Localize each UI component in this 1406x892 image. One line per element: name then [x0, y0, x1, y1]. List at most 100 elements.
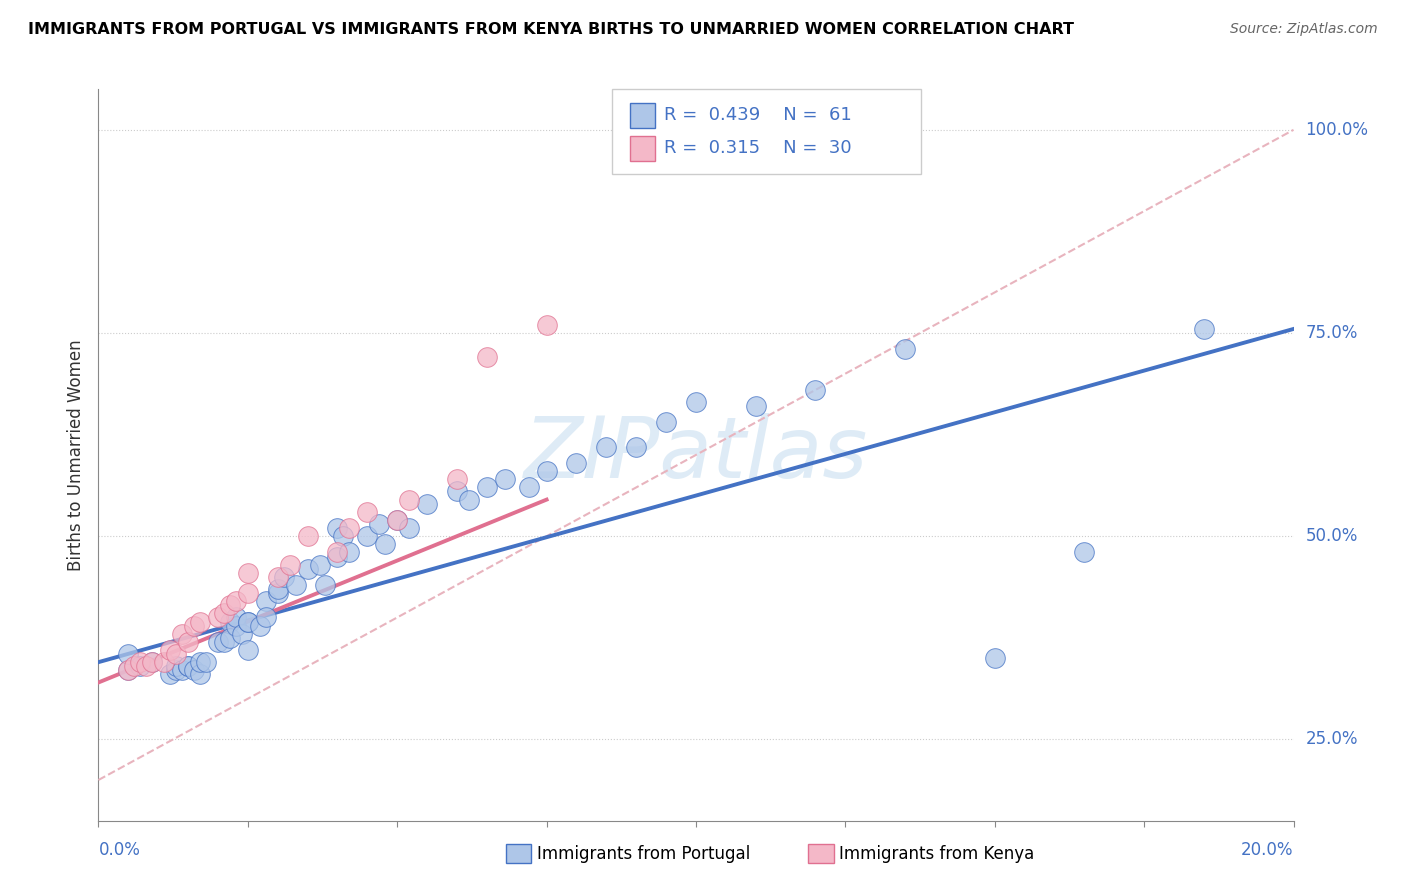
Point	[416, 497, 439, 511]
Point	[188, 655, 211, 669]
Text: 100.0%: 100.0%	[1305, 120, 1368, 139]
Point	[236, 615, 259, 629]
Point	[804, 383, 827, 397]
Point	[536, 318, 558, 332]
Point	[308, 558, 330, 572]
Text: 75.0%: 75.0%	[1305, 324, 1358, 342]
Text: R =  0.315    N =  30: R = 0.315 N = 30	[664, 139, 851, 157]
Point	[135, 659, 157, 673]
Point	[339, 545, 360, 559]
Point	[212, 635, 235, 649]
Point	[745, 399, 768, 413]
Y-axis label: Births to Unmarried Women: Births to Unmarried Women	[67, 339, 86, 571]
Text: Immigrants from Portugal: Immigrants from Portugal	[537, 845, 751, 863]
Point	[458, 492, 481, 507]
Point	[494, 472, 516, 486]
Point	[446, 484, 468, 499]
Point	[398, 492, 420, 507]
Point	[368, 516, 391, 531]
Point	[188, 667, 211, 681]
Point	[141, 655, 163, 669]
Point	[297, 562, 319, 576]
Point	[177, 659, 200, 673]
Point	[219, 631, 242, 645]
Point	[153, 655, 176, 669]
Point	[225, 618, 247, 632]
Point	[983, 651, 1005, 665]
Point	[159, 667, 181, 681]
Point	[254, 594, 277, 608]
Point	[236, 615, 259, 629]
Point	[117, 663, 139, 677]
Point	[129, 655, 152, 669]
Point	[225, 594, 247, 608]
Point	[141, 655, 163, 669]
Point	[297, 529, 319, 543]
Text: Immigrants from Kenya: Immigrants from Kenya	[839, 845, 1035, 863]
Point	[236, 643, 259, 657]
Point	[183, 618, 205, 632]
Point	[475, 480, 498, 494]
Point	[655, 416, 678, 430]
Text: Source: ZipAtlas.com: Source: ZipAtlas.com	[1230, 22, 1378, 37]
Point	[231, 626, 253, 640]
Text: R =  0.439    N =  61: R = 0.439 N = 61	[664, 106, 852, 124]
Point	[385, 513, 409, 527]
Text: ZIPatlas: ZIPatlas	[524, 413, 868, 497]
Text: 20.0%: 20.0%	[1241, 841, 1294, 859]
Point	[236, 566, 259, 580]
Point	[165, 659, 187, 673]
Point	[172, 663, 194, 677]
Point	[207, 635, 229, 649]
Point	[339, 521, 360, 535]
Point	[1192, 322, 1215, 336]
Point	[117, 663, 139, 677]
Point	[517, 480, 540, 494]
Point	[254, 610, 277, 624]
Point	[267, 570, 290, 584]
Point	[225, 610, 247, 624]
Point	[165, 647, 187, 661]
Text: 25.0%: 25.0%	[1305, 731, 1358, 748]
Text: 50.0%: 50.0%	[1305, 527, 1358, 545]
Point	[385, 513, 409, 527]
Point	[183, 663, 205, 677]
Point	[267, 582, 290, 596]
Point	[374, 537, 396, 551]
Point	[194, 655, 218, 669]
Point	[159, 643, 181, 657]
Point	[273, 570, 295, 584]
Point	[894, 343, 917, 357]
Point	[326, 545, 349, 559]
Point	[356, 529, 378, 543]
Point	[685, 395, 707, 409]
Point	[207, 610, 229, 624]
Point	[172, 626, 194, 640]
Point	[117, 647, 139, 661]
Point	[236, 586, 259, 600]
Point	[595, 440, 617, 454]
Point	[219, 615, 242, 629]
Text: IMMIGRANTS FROM PORTUGAL VS IMMIGRANTS FROM KENYA BIRTHS TO UNMARRIED WOMEN CORR: IMMIGRANTS FROM PORTUGAL VS IMMIGRANTS F…	[28, 22, 1074, 37]
Point	[565, 456, 588, 470]
Point	[165, 663, 187, 677]
Point	[332, 529, 354, 543]
Point	[1073, 545, 1095, 559]
Point	[177, 659, 200, 673]
Point	[475, 351, 498, 365]
Point	[278, 558, 301, 572]
Point	[177, 635, 200, 649]
Point	[124, 659, 146, 673]
Point	[446, 472, 468, 486]
Point	[326, 549, 349, 564]
Point	[212, 607, 235, 621]
Point	[249, 618, 271, 632]
Point	[356, 505, 378, 519]
Point	[398, 521, 420, 535]
Point	[129, 659, 152, 673]
Point	[326, 521, 349, 535]
Point	[536, 464, 558, 478]
Point	[315, 578, 337, 592]
Point	[188, 615, 211, 629]
Text: 0.0%: 0.0%	[98, 841, 141, 859]
